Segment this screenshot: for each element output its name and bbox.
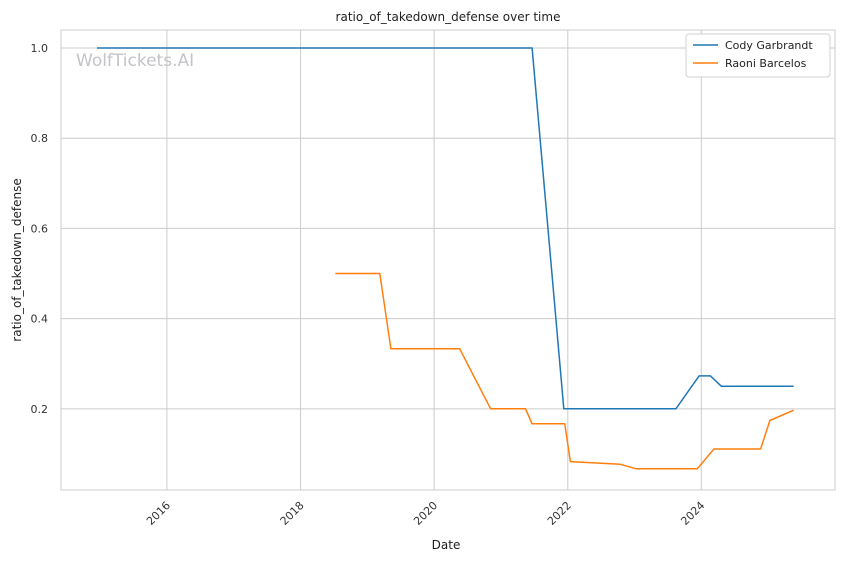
x-tick-label: 2024	[678, 499, 707, 528]
series-line-2	[335, 272, 794, 470]
legend: Cody Garbrandt Raoni Barcelos	[685, 33, 831, 78]
y-tick-label: 0.2	[31, 403, 49, 416]
y-tick-label: 0.6	[31, 222, 49, 235]
legend-label: Cody Garbrandt	[725, 39, 813, 52]
y-tick-labels: 0.2 0.4 0.6 0.8 1.0	[31, 42, 49, 416]
x-tick-label: 2022	[545, 499, 574, 528]
watermark: WolfTickets.AI	[76, 51, 194, 71]
x-tick-labels: 2016 2018 2020 2022 2024	[144, 499, 707, 528]
x-tick-label: 2018	[278, 499, 307, 528]
legend-box	[685, 33, 831, 78]
legend-label: Raoni Barcelos	[725, 57, 807, 70]
plot-frame	[60, 29, 836, 491]
y-tick-label: 0.8	[31, 132, 49, 145]
y-axis-title: ratio_of_takedown_defense	[10, 178, 24, 341]
y-tick-label: 1.0	[31, 42, 49, 55]
series-lines	[97, 47, 794, 470]
series-line-1	[97, 47, 794, 410]
plot-area	[61, 30, 835, 490]
x-axis-title: Date	[432, 538, 461, 552]
y-tick-label: 0.4	[31, 313, 49, 326]
x-tick-label: 2020	[411, 499, 440, 528]
chart-title: ratio_of_takedown_defense over time	[336, 10, 561, 24]
x-tick-label: 2016	[144, 499, 173, 528]
